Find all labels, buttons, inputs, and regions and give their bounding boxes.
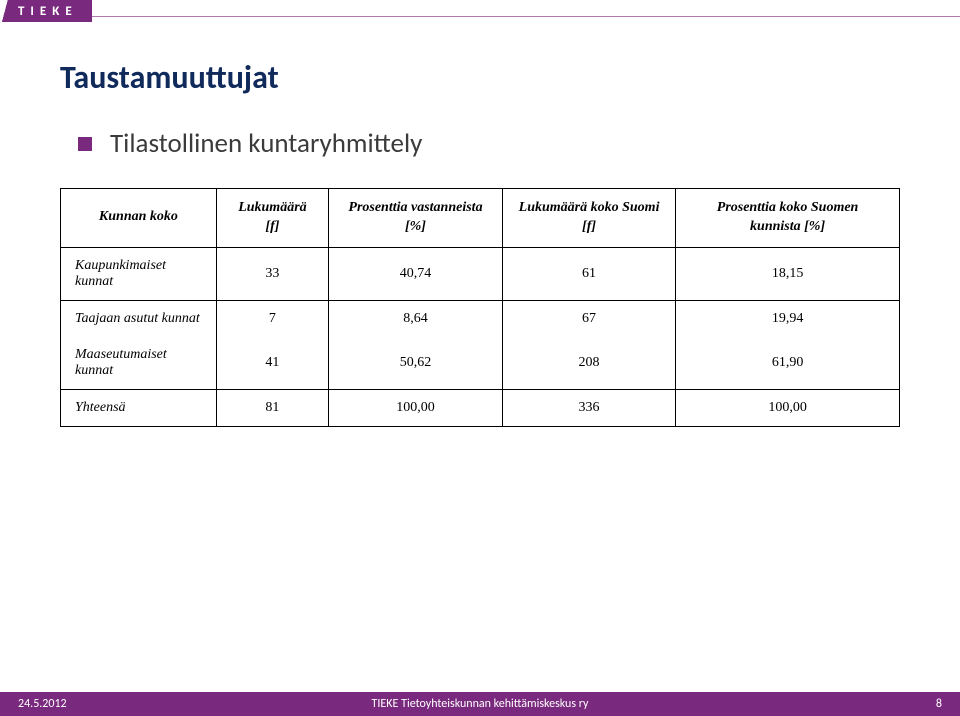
cell: 67 [502, 300, 675, 337]
col-header: Lukumäärä [f] [216, 189, 328, 248]
cell: 7 [216, 300, 328, 337]
cell: 61,90 [676, 337, 900, 390]
row-label: Yhteensä [61, 389, 217, 426]
col-header: Prosenttia koko Suomen kunnista [%] [676, 189, 900, 248]
bullet-row: Tilastollinen kuntaryhmittely [78, 127, 900, 160]
cell: 336 [502, 389, 675, 426]
table-row: Maaseutumaiset kunnat 41 50,62 208 61,90 [61, 337, 900, 390]
cell: 8,64 [329, 300, 503, 337]
cell: 61 [502, 247, 675, 300]
top-bar: TIEKE [0, 0, 960, 22]
slide: TIEKE Taustamuuttujat Tilastollinen kunt… [0, 0, 960, 716]
col-header: Lukumäärä koko Suomi [f] [502, 189, 675, 248]
col-header: Prosenttia vastanneista [%] [329, 189, 503, 248]
brand-slash [0, 0, 10, 22]
row-label: Taajaan asutut kunnat [61, 300, 217, 337]
footer-date: 24.5.2012 [18, 697, 67, 711]
col-header: Kunnan koko [61, 189, 217, 248]
cell: 100,00 [329, 389, 503, 426]
top-divider [92, 16, 960, 17]
brand-stripe: TIEKE [0, 0, 92, 22]
content-area: Taustamuuttujat Tilastollinen kuntaryhmi… [0, 22, 960, 692]
page-title: Taustamuuttujat [60, 58, 900, 97]
row-label: Maaseutumaiset kunnat [61, 337, 217, 390]
data-table: Kunnan koko Lukumäärä [f] Prosenttia vas… [60, 188, 900, 427]
cell: 208 [502, 337, 675, 390]
cell: 40,74 [329, 247, 503, 300]
cell: 33 [216, 247, 328, 300]
footer-page: 8 [936, 697, 942, 711]
footer-bar: 24.5.2012 TIEKE Tietoyhteiskunnan kehitt… [0, 692, 960, 716]
brand-label: TIEKE [10, 0, 92, 22]
cell: 100,00 [676, 389, 900, 426]
cell: 81 [216, 389, 328, 426]
cell: 41 [216, 337, 328, 390]
cell: 50,62 [329, 337, 503, 390]
row-label: Kaupunkimaiset kunnat [61, 247, 217, 300]
square-bullet-icon [78, 137, 92, 151]
table-total-row: Yhteensä 81 100,00 336 100,00 [61, 389, 900, 426]
cell: 19,94 [676, 300, 900, 337]
table-row: Kaupunkimaiset kunnat 33 40,74 61 18,15 [61, 247, 900, 300]
table-row: Taajaan asutut kunnat 7 8,64 67 19,94 [61, 300, 900, 337]
table-header-row: Kunnan koko Lukumäärä [f] Prosenttia vas… [61, 189, 900, 248]
cell: 18,15 [676, 247, 900, 300]
bullet-text: Tilastollinen kuntaryhmittely [110, 127, 422, 160]
footer-org: TIEKE Tietoyhteiskunnan kehittämiskeskus… [372, 697, 589, 711]
